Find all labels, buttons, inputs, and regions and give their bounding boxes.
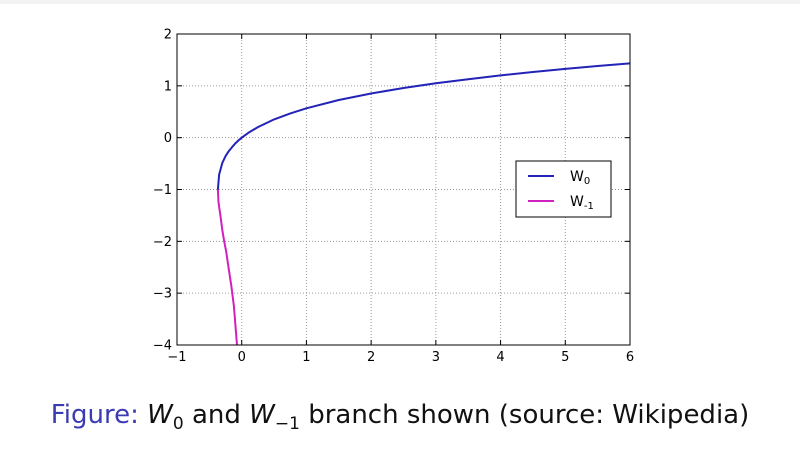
caption-and: and: [191, 400, 241, 430]
figure-caption: Figure: W0 and W−1 branch shown (source:…: [0, 400, 800, 434]
series-line-w-1: [216, 189, 238, 346]
x-tick-label: 6: [626, 350, 634, 365]
caption-w1-sub: −1: [274, 414, 300, 435]
legend-label-sub: 0: [584, 176, 590, 187]
series-lines: [216, 62, 631, 346]
y-tick-label: −3: [153, 287, 172, 302]
legend-label-sub: -1: [584, 201, 594, 212]
x-tick-label: 0: [238, 350, 246, 365]
caption-label: Figure:: [50, 400, 139, 430]
axis-ticks: −1 0 1 2 3 4 5 6 2 1 0 −1 −2 −3 −4: [153, 28, 634, 366]
caption-w0-base: W: [147, 400, 173, 430]
y-tick-label: 1: [164, 79, 172, 94]
x-tick-label: 1: [302, 350, 310, 365]
series-line-w0: [216, 62, 631, 190]
legend-box: [515, 160, 612, 218]
legend-label-w0: W0: [570, 169, 590, 187]
legend-label-base: W: [570, 194, 584, 210]
caption-rest: branch shown (source: Wikipedia): [308, 400, 750, 430]
grid: [177, 34, 630, 345]
caption-w1-base: W: [249, 400, 275, 430]
caption-w0: W0: [147, 400, 184, 434]
top-border: [0, 0, 800, 4]
caption-w0-sub: 0: [172, 414, 184, 435]
legend-label-base: W: [570, 169, 584, 185]
x-tick-label: 2: [367, 350, 375, 365]
x-tick-label: 5: [561, 350, 569, 365]
y-tick-label: −4: [153, 339, 172, 354]
legend: W0W-1: [515, 160, 612, 218]
y-tick-label: 2: [164, 28, 172, 43]
y-tick-label: −1: [153, 183, 172, 198]
y-tick-label: −2: [153, 235, 172, 250]
x-tick-label: 4: [496, 350, 504, 365]
caption-w1: W−1: [249, 400, 300, 434]
x-tick-label: 3: [432, 350, 440, 365]
legend-label-w-1: W-1: [570, 194, 594, 212]
y-tick-label: 0: [164, 131, 172, 146]
x-tick-label: −1: [167, 350, 186, 365]
